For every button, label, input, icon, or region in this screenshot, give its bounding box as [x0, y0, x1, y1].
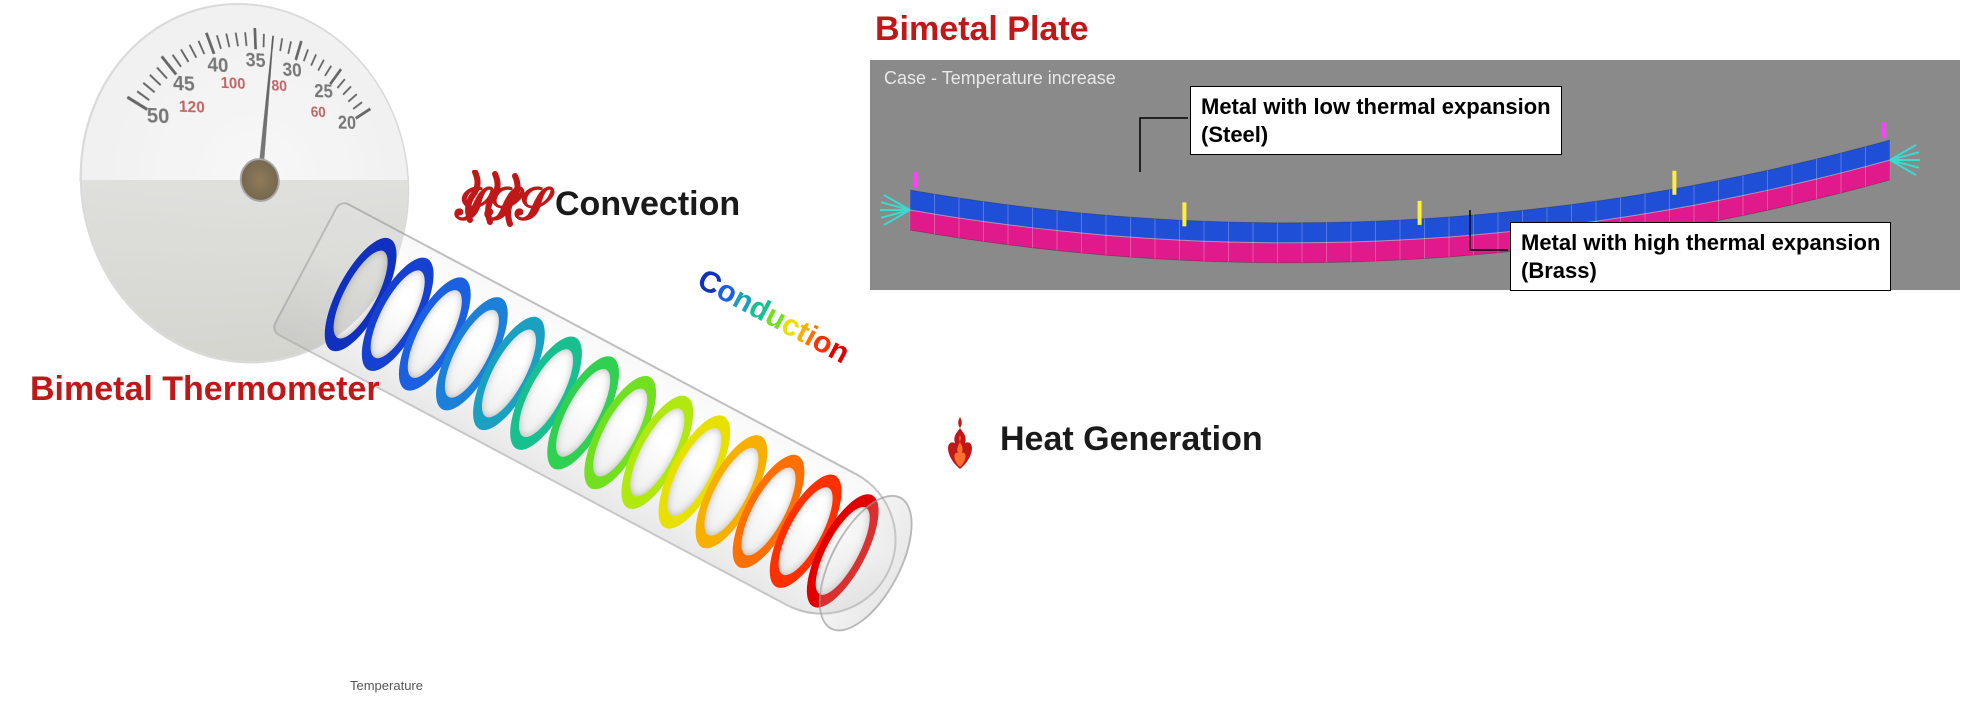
callout-lines	[0, 0, 1971, 709]
footer-temperature: Temperature	[350, 678, 423, 693]
